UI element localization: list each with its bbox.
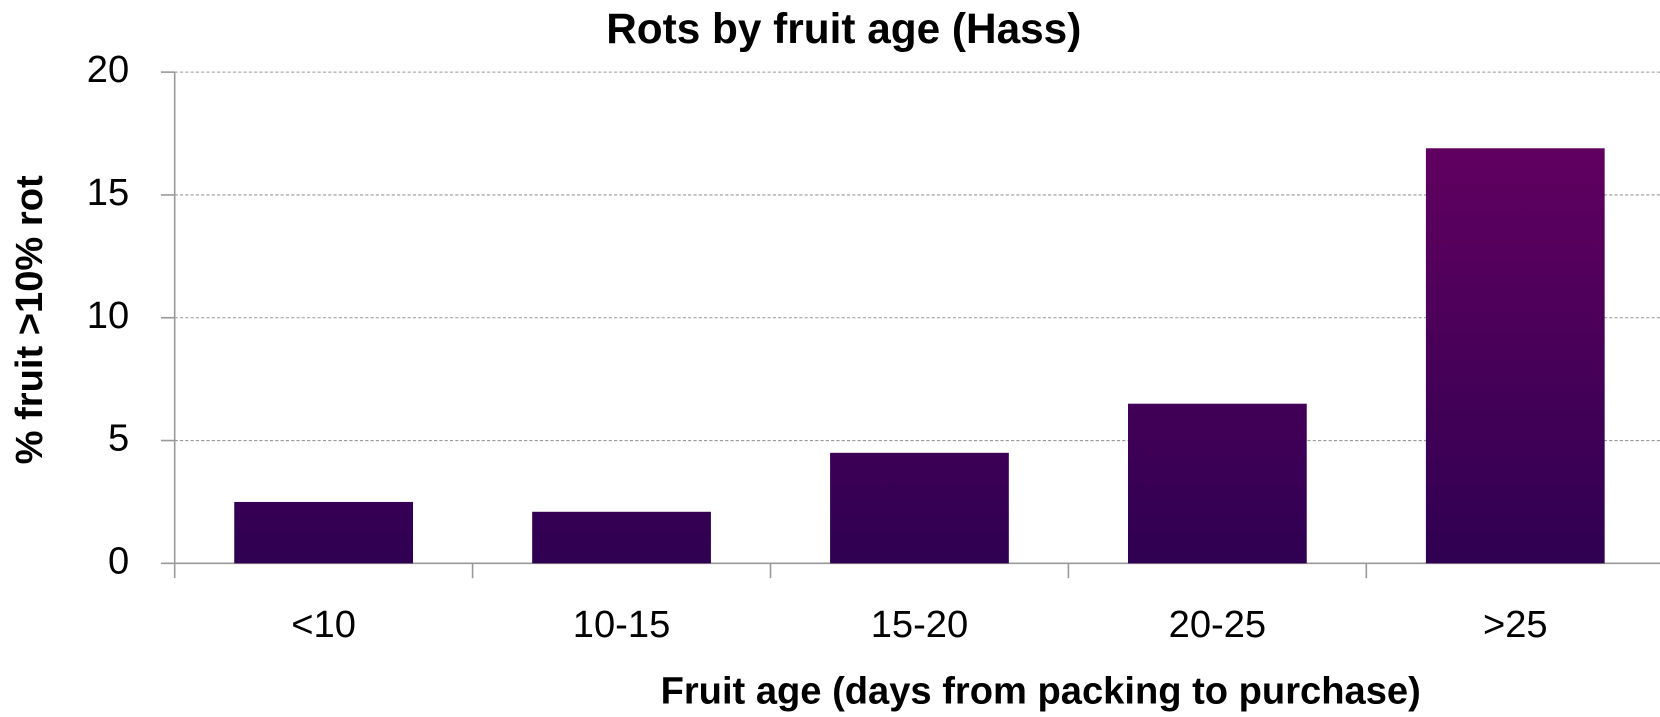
y-axis-label: % fruit >10% rot [9,175,51,464]
x-tick-label: 20-25 [1169,604,1266,646]
y-tick-label: 15 [87,172,129,214]
x-tick-label: 15-20 [871,604,968,646]
bar [1127,403,1307,564]
chart-title: Rots by fruit age (Hass) [606,5,1081,52]
y-tick-label: 5 [108,418,129,460]
x-tick-label: 10-15 [573,604,670,646]
x-axis-label: Fruit age (days from packing to purchase… [661,671,1421,713]
bar [234,501,414,564]
bar [532,511,711,564]
bar [830,452,1009,564]
y-tick-label: 0 [108,540,129,582]
x-tick-label: <10 [291,604,356,646]
y-tick-label: 20 [87,49,129,91]
bar [1425,148,1605,564]
y-tick-label: 10 [87,295,129,337]
x-tick-label: >25 [1483,604,1548,646]
